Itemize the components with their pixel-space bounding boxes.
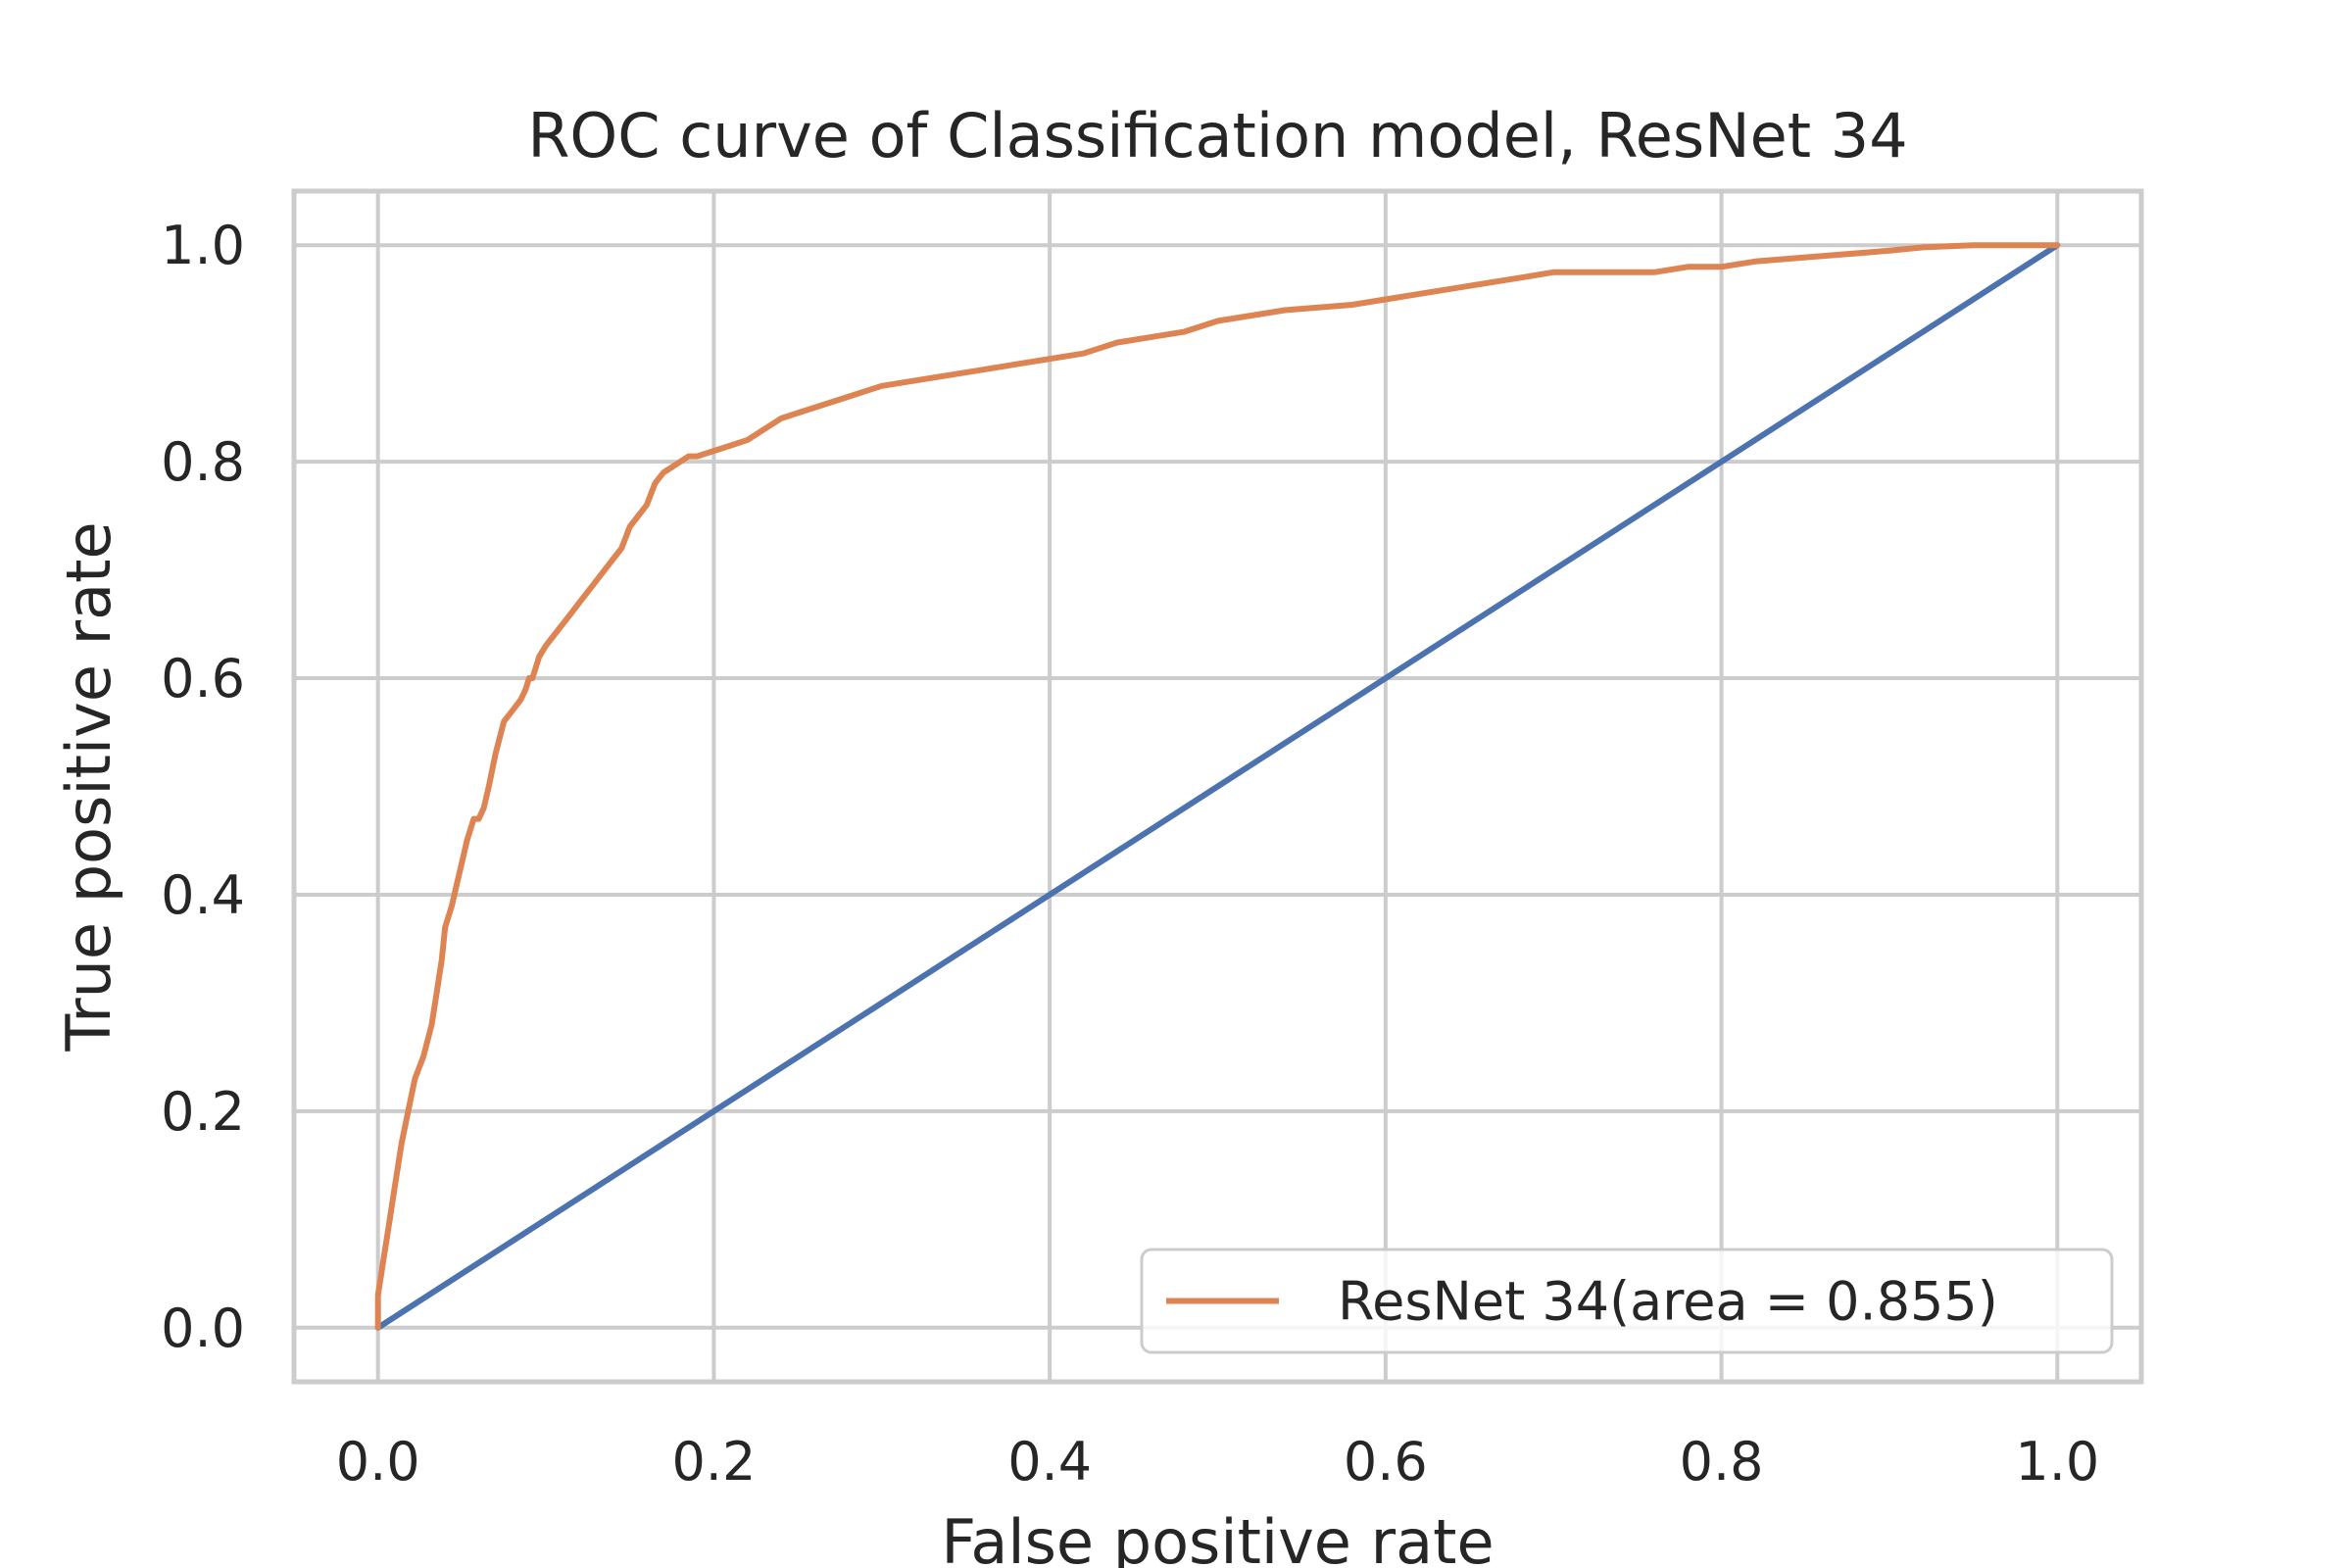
x-tick-label: 0.0 xyxy=(336,1431,420,1493)
y-tick-label: 0.8 xyxy=(161,431,245,493)
roc-curve-line xyxy=(374,242,2061,1331)
y-tick-label: 0.2 xyxy=(161,1081,245,1143)
x-tick-label: 0.2 xyxy=(671,1431,756,1493)
y-tick-label: 0.6 xyxy=(161,648,245,710)
x-tick-label: 1.0 xyxy=(2015,1431,2099,1493)
y-tick-label: 1.0 xyxy=(161,215,245,276)
grid xyxy=(294,191,2141,1382)
x-axis-label: False positive rate xyxy=(941,1506,1494,1568)
y-tick-label: 0.4 xyxy=(161,864,245,926)
chart-title: ROC curve of Classification model, ResNe… xyxy=(527,100,1907,172)
y-tick-label: 0.0 xyxy=(161,1298,245,1359)
x-tick-label: 0.8 xyxy=(1680,1431,1764,1493)
tick-labels: 0.0 0.2 0.4 0.6 0.8 1.0 0.0 0.2 0.4 0.6 0.8 1.0 xyxy=(161,215,2099,1493)
legend: ResNet 34(area = 0.855) xyxy=(1140,1248,2114,1354)
x-tick-label: 0.6 xyxy=(1344,1431,1428,1493)
legend-label-resnet34: ResNet 34(area = 0.855) xyxy=(1338,1271,1998,1333)
chance-diagonal-line xyxy=(374,242,2061,1331)
series-layer xyxy=(374,242,2061,1331)
x-tick-label: 0.4 xyxy=(1007,1431,1092,1493)
plot-frame xyxy=(291,188,2144,1385)
legend-box xyxy=(1140,1248,2114,1354)
y-axis-label: True positive rate xyxy=(53,521,124,1052)
